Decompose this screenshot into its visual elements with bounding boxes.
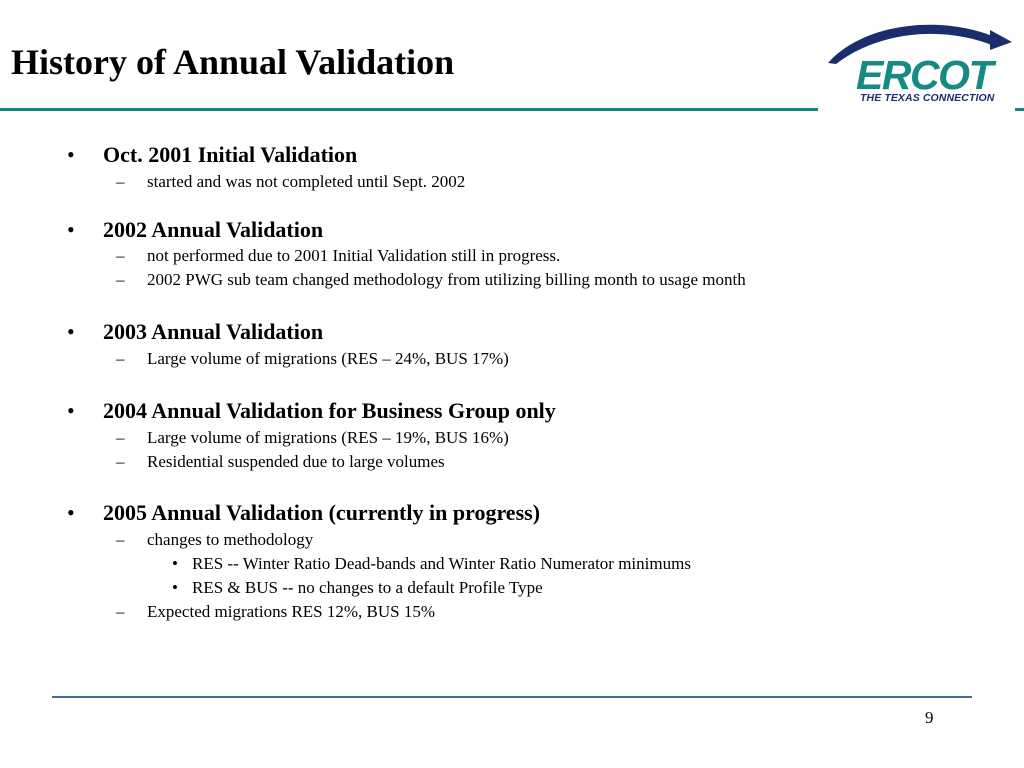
sub-item: – Residential suspended due to large vol… xyxy=(116,451,445,473)
sub-sub-item-text: RES -- Winter Ratio Dead-bands and Winte… xyxy=(192,554,691,573)
bullet-heading: 2002 Annual Validation xyxy=(103,217,324,242)
sub-item-text: Large volume of migrations (RES – 24%, B… xyxy=(147,349,509,368)
sub-item-text: not performed due to 2001 Initial Valida… xyxy=(147,246,561,265)
bullet-mark: • xyxy=(67,500,75,525)
bullet-mark: • xyxy=(67,142,75,167)
sub-item-text: started and was not completed until Sept… xyxy=(147,172,466,191)
sub-item-text: Residential suspended due to large volum… xyxy=(147,452,445,471)
dash-mark: – xyxy=(116,428,125,447)
bullet-heading: Oct. 2001 Initial Validation xyxy=(103,142,358,167)
ercot-logo-graphic: ERCOT xyxy=(828,24,1012,98)
bullet-heading: 2005 Annual Validation (currently in pro… xyxy=(103,500,541,525)
sub-item: – 2002 PWG sub team changed methodology … xyxy=(116,269,746,291)
sub-item-text: 2002 PWG sub team changed methodology fr… xyxy=(147,270,746,289)
sub-item: – changes to methodology xyxy=(116,529,314,551)
header-rule xyxy=(0,108,818,111)
bullet-mark: • xyxy=(172,578,178,597)
bullet-heading: 2003 Annual Validation xyxy=(103,319,324,344)
dash-mark: – xyxy=(116,530,125,549)
sub-item: – Large volume of migrations (RES – 24%,… xyxy=(116,348,509,370)
sub-item: – Large volume of migrations (RES – 19%,… xyxy=(116,427,509,449)
bullet-mark: • xyxy=(67,319,75,344)
bullet-mark: • xyxy=(67,217,75,242)
bullet-item: • Oct. 2001 Initial Validation xyxy=(67,142,358,168)
dash-mark: – xyxy=(116,602,125,621)
dash-mark: – xyxy=(116,270,125,289)
sub-item: – started and was not completed until Se… xyxy=(116,171,466,193)
logo-tagline: THE TEXAS CONNECTION xyxy=(860,92,995,104)
dash-mark: – xyxy=(116,349,125,368)
bullet-item: • 2005 Annual Validation (currently in p… xyxy=(67,500,541,526)
sub-sub-item: • RES -- Winter Ratio Dead-bands and Win… xyxy=(172,553,691,575)
dash-mark: – xyxy=(116,172,125,191)
sub-sub-item-text: RES & BUS -- no changes to a default Pro… xyxy=(192,578,543,597)
sub-item: – Expected migrations RES 12%, BUS 15% xyxy=(116,601,436,623)
sub-sub-item: • RES & BUS -- no changes to a default P… xyxy=(172,577,543,599)
slide-title: History of Annual Validation xyxy=(11,42,455,82)
bullet-item: • 2003 Annual Validation xyxy=(67,319,324,345)
dash-mark: – xyxy=(116,452,125,471)
footer-rule xyxy=(52,696,972,698)
logo-swoosh-tip-icon xyxy=(990,30,1012,50)
header-rule-end xyxy=(1015,108,1024,111)
sub-item-text: changes to methodology xyxy=(147,530,314,549)
page-number: 9 xyxy=(925,708,934,727)
dash-mark: – xyxy=(116,246,125,265)
bullet-mark: • xyxy=(172,554,178,573)
bullet-mark: • xyxy=(67,398,75,423)
logo-swoosh-icon xyxy=(828,24,1002,64)
sub-item-text: Large volume of migrations (RES – 19%, B… xyxy=(147,428,509,447)
ercot-logo: ERCOT THE TEXAS CONNECTION xyxy=(822,14,1014,110)
logo-wordmark: ERCOT xyxy=(856,52,996,98)
sub-item-text: Expected migrations RES 12%, BUS 15% xyxy=(147,602,436,621)
sub-item: – not performed due to 2001 Initial Vali… xyxy=(116,245,561,267)
bullet-heading: 2004 Annual Validation for Business Grou… xyxy=(103,398,556,423)
bullet-item: • 2002 Annual Validation xyxy=(67,217,324,243)
bullet-item: • 2004 Annual Validation for Business Gr… xyxy=(67,398,556,424)
